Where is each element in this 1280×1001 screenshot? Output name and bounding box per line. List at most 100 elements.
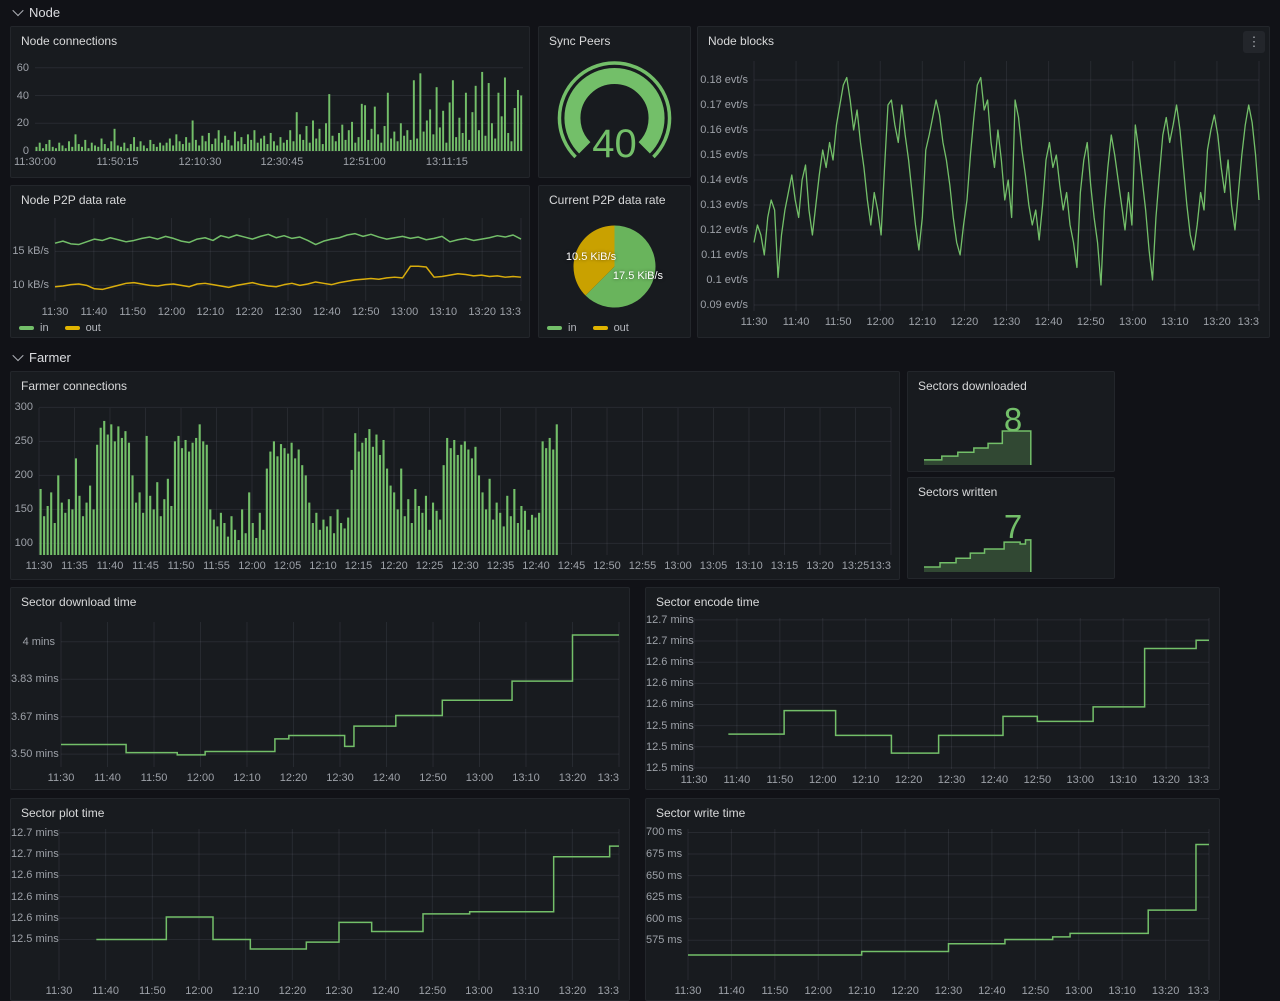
series-line bbox=[728, 639, 1209, 754]
x-tick-label: 13:00 bbox=[465, 772, 494, 784]
pie-slice-in bbox=[585, 225, 656, 308]
stat-value: 7 bbox=[1003, 508, 1023, 545]
x-tick-label: 12:00 bbox=[238, 560, 266, 572]
x-tick-label: 11:40 bbox=[782, 316, 810, 328]
node-connections-chart[interactable]: 0 20 40 60 11:30:00 11:50:15 12:10:30 12:30:45 1… bbox=[11, 53, 529, 177]
y-tick-label: 650 ms bbox=[646, 869, 683, 882]
x-tick-label: 12:00 bbox=[185, 985, 213, 997]
panel-title[interactable]: Sector download time bbox=[21, 595, 137, 609]
x-tick-label: 13:11:15 bbox=[425, 156, 468, 168]
x-tick-label: 12:10 bbox=[908, 316, 937, 328]
x-tick-label: 11:30 bbox=[45, 985, 73, 997]
y-tick-label: 12.5 mins bbox=[646, 740, 694, 753]
x-tick-label: 13:10 bbox=[511, 985, 540, 997]
panel-title[interactable]: Node blocks bbox=[708, 34, 775, 48]
legend-item[interactable]: out bbox=[64, 322, 101, 334]
x-tick-label: 12:30 bbox=[934, 985, 963, 997]
sector-encode-time-chart[interactable]: 12.7 mins 12.7 mins 12.6 mins 12.6 mins 12.6… bbox=[646, 614, 1219, 789]
x-tick-label: 12:25 bbox=[415, 560, 444, 572]
x-tick-label: 12:40 bbox=[522, 560, 550, 572]
y-tick-label: 12.5 mins bbox=[646, 719, 694, 732]
y-tick-label: 0 bbox=[22, 145, 29, 157]
x-tick-label: 11:45 bbox=[132, 560, 159, 572]
node-p2p-chart[interactable]: 15 kB/s 10 kB/s 11:30 11:40 11:50 12:00 12:10 1… bbox=[11, 212, 529, 337]
panel-title[interactable]: Node connections bbox=[21, 34, 118, 48]
x-tick-label: 13:00 bbox=[1066, 774, 1095, 786]
panel-sector-write-time: Sector write time 700 ms 675 ms 650 ms 625 … bbox=[645, 798, 1220, 1001]
legend-item[interactable]: in bbox=[547, 322, 577, 334]
x-tick-label: 13:00 bbox=[1118, 316, 1147, 328]
x-tick-label: 11:40 bbox=[80, 306, 108, 318]
panel-title[interactable]: Sector plot time bbox=[21, 806, 105, 820]
x-tick-label: 12:50 bbox=[418, 985, 447, 997]
x-tick-label: 12:50 bbox=[593, 560, 621, 572]
series-line bbox=[54, 232, 522, 246]
chevron-down-icon bbox=[12, 4, 24, 17]
panel-title[interactable]: Sector encode time bbox=[656, 595, 760, 609]
y-tick-label: 0.17 evt/s bbox=[700, 99, 748, 111]
sync-peers-gauge[interactable]: 40 bbox=[539, 53, 690, 177]
sector-download-time-chart[interactable]: 4 mins 3.83 mins 3.67 mins 3.50 mins 11:30 11… bbox=[11, 614, 629, 789]
x-tick-label: 11:30 bbox=[47, 772, 75, 784]
x-tick-label: 12:51:00 bbox=[342, 156, 386, 168]
legend-label: out bbox=[85, 322, 101, 334]
x-tick-label: 13:3 bbox=[597, 985, 619, 997]
section-header-farmer[interactable]: Farmer bbox=[12, 348, 71, 366]
panel-title[interactable]: Current P2P data rate bbox=[549, 193, 666, 207]
gauge-threshold-arc bbox=[557, 61, 672, 159]
x-tick-label: 11:30:00 bbox=[13, 156, 57, 168]
x-tick-label: 12:30 bbox=[326, 772, 354, 784]
sectors-downloaded-stat[interactable]: 8 bbox=[908, 398, 1114, 471]
current-p2p-pie[interactable]: 17.5 KiB/s 10.5 KiB/s in out bbox=[539, 212, 690, 337]
y-tick-label: 150 bbox=[14, 503, 33, 516]
panel-title[interactable]: Sync Peers bbox=[549, 34, 611, 48]
grafana-dashboard: { "dashboard": { "sections": [ {"label":… bbox=[10, 3, 1270, 1001]
x-tick-label: 11:50 bbox=[140, 772, 168, 784]
x-tick-label: 12:20 bbox=[950, 316, 979, 328]
panel-title[interactable]: Sectors downloaded bbox=[918, 379, 1027, 393]
legend-item[interactable]: in bbox=[19, 322, 49, 334]
x-tick-label: 12:50 bbox=[351, 306, 380, 318]
series-line bbox=[54, 265, 522, 291]
x-tick-label: 13:10 bbox=[1109, 774, 1137, 786]
x-tick-label: 12:40 bbox=[978, 985, 1006, 997]
x-tick-label: 12:10 bbox=[196, 306, 225, 318]
x-tick-label: 11:30 bbox=[41, 306, 69, 318]
legend-label: out bbox=[613, 322, 629, 334]
x-tick-label: 13:20 bbox=[806, 560, 834, 572]
x-tick-label: 13:25 bbox=[841, 560, 870, 572]
y-tick-label: 12.5 mins bbox=[646, 761, 694, 774]
legend-item[interactable]: out bbox=[592, 322, 629, 334]
sparkline bbox=[924, 539, 1032, 572]
section-header-node[interactable]: Node bbox=[12, 3, 60, 21]
y-tick-label: 40 bbox=[16, 89, 29, 102]
y-tick-label: 0.1 evt/s bbox=[706, 274, 748, 286]
panel-title[interactable]: Sector write time bbox=[656, 806, 746, 820]
panel-title[interactable]: Farmer connections bbox=[21, 379, 128, 393]
x-tick-label: 12:20 bbox=[894, 774, 923, 786]
panel-title[interactable]: Sectors written bbox=[918, 485, 998, 499]
x-tick-label: 13:10 bbox=[1108, 985, 1136, 997]
x-tick-label: 11:55 bbox=[203, 560, 230, 572]
y-tick-label: 12.6 mins bbox=[11, 890, 59, 903]
panel-node-p2p-data-rate: Node P2P data rate 15 kB/s 10 kB/s 11:30 11… bbox=[10, 185, 530, 338]
panel-menu-icon[interactable]: ⋮ bbox=[1243, 31, 1265, 53]
x-tick-label: 12:00 bbox=[157, 306, 186, 318]
y-tick-label: 0.16 evt/s bbox=[700, 124, 748, 136]
y-tick-label: 0.14 evt/s bbox=[700, 174, 748, 186]
bars-series bbox=[35, 71, 523, 151]
panel-title[interactable]: Node P2P data rate bbox=[21, 193, 127, 207]
sector-plot-time-chart[interactable]: 12.7 mins 12.7 mins 12.6 mins 12.6 mins 12.6… bbox=[11, 825, 629, 1000]
node-blocks-chart[interactable]: 0.18 evt/s 0.17 evt/s 0.16 evt/s 0.15 evt/s… bbox=[698, 53, 1269, 337]
x-tick-label: 11:40 bbox=[94, 772, 121, 784]
x-tick-label: 12:30 bbox=[451, 560, 479, 572]
x-tick-label: 12:50 bbox=[1023, 774, 1052, 786]
y-tick-label: 12.6 mins bbox=[11, 912, 59, 925]
y-tick-label: 12.5 mins bbox=[11, 933, 59, 946]
x-tick-label: 11:40 bbox=[92, 985, 119, 997]
farmer-connections-chart[interactable]: 100 150 200 250 300 11:30 11:35 11:40 11:45 11:50… bbox=[11, 398, 899, 579]
sectors-written-stat[interactable]: 7 bbox=[908, 504, 1114, 578]
x-tick-label: 12:10 bbox=[851, 774, 880, 786]
x-tick-label: 12:40 bbox=[371, 985, 400, 997]
sector-write-time-chart[interactable]: 700 ms 675 ms 650 ms 625 ms 600 ms 575 ms 11:3… bbox=[646, 825, 1219, 1000]
